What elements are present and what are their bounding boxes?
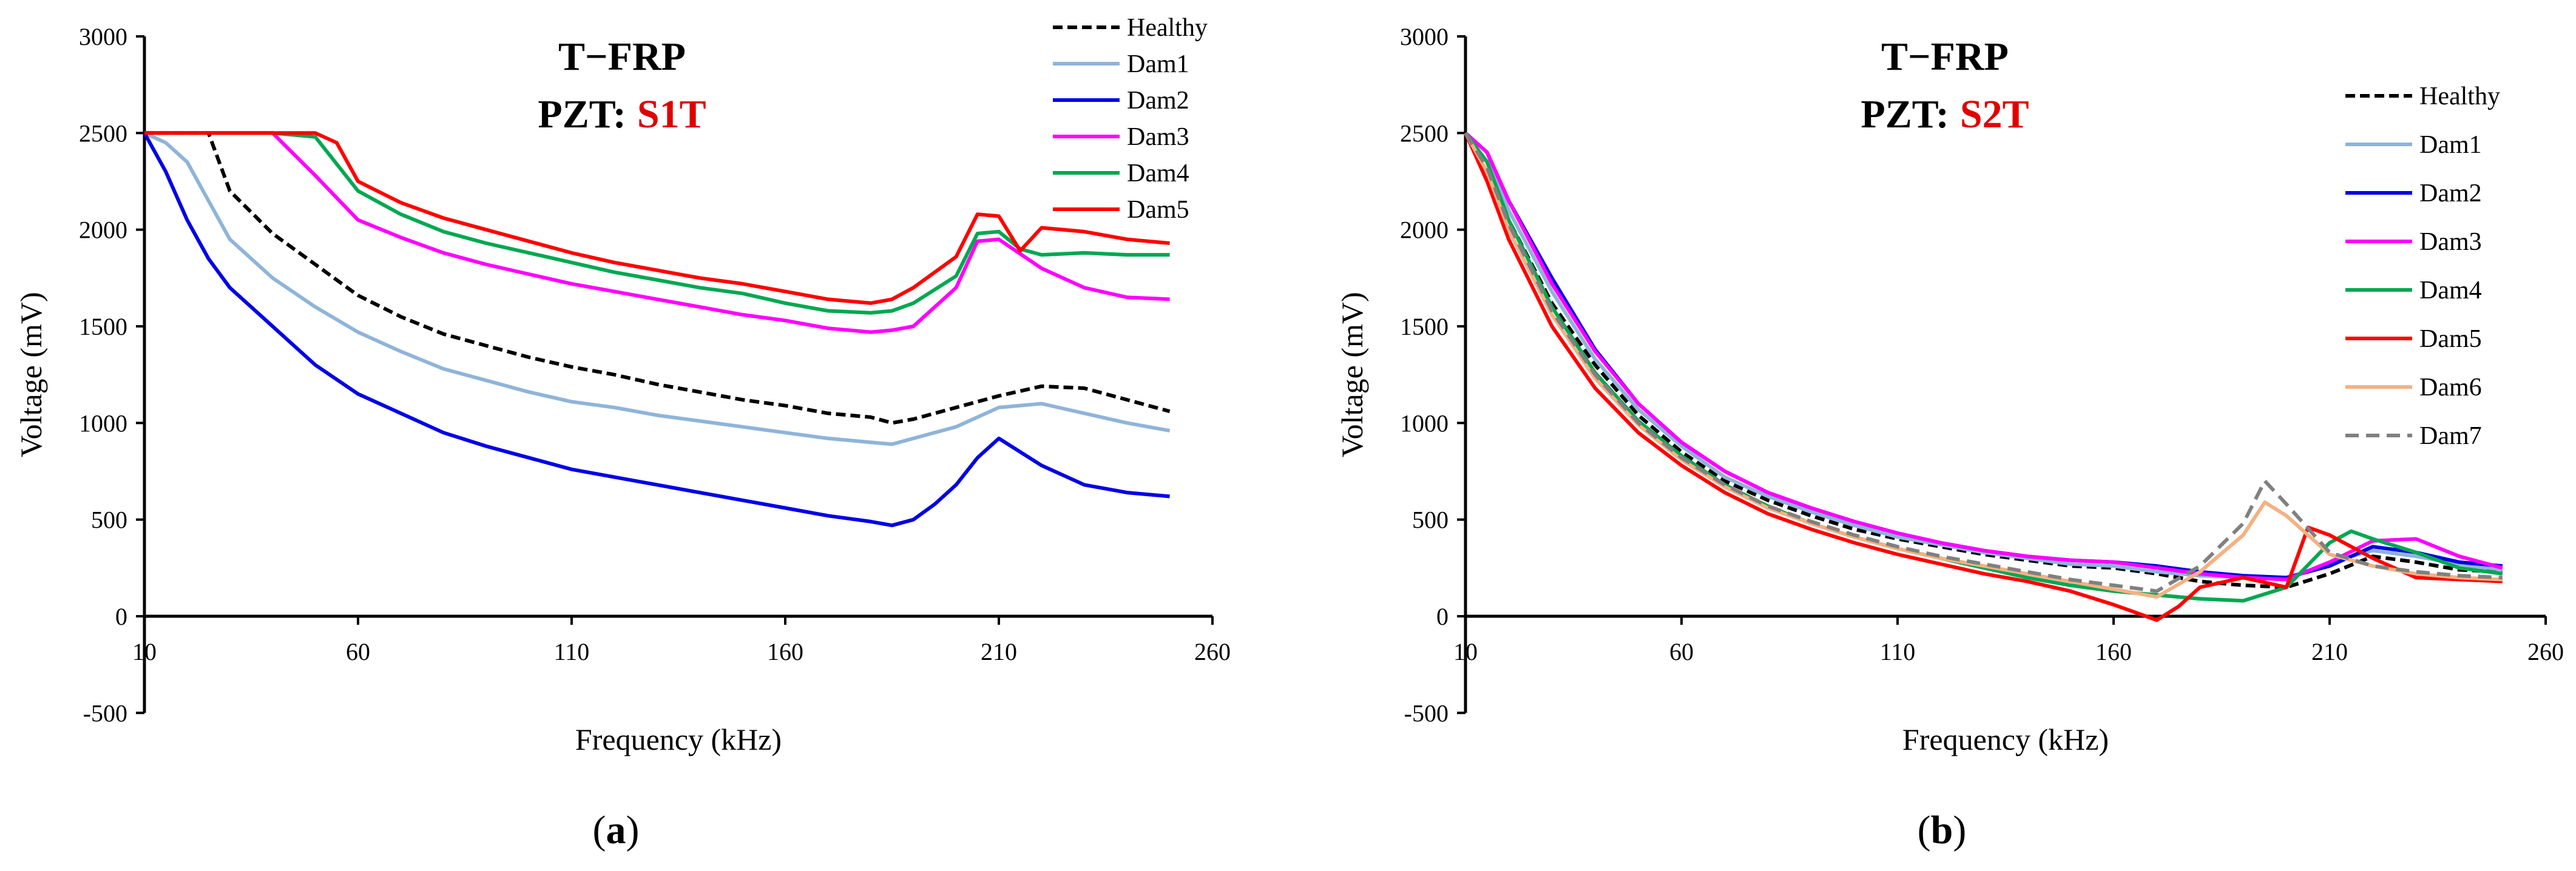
legend-label-dam4: Dam4 — [2419, 277, 2482, 304]
legend-label-healthy: Healthy — [1127, 14, 1208, 42]
y-tick-label: 3000 — [1400, 23, 1449, 50]
legend-label-dam4: Dam4 — [1127, 160, 1189, 187]
panel-label-close-paren: ) — [626, 808, 640, 852]
series-line-dam6 — [1464, 132, 2503, 599]
y-tick-label: 3000 — [79, 23, 127, 50]
series-line-dam7 — [1464, 132, 2503, 593]
x-tick-label: 260 — [1194, 638, 1231, 665]
legend-label-dam1: Dam1 — [2419, 131, 2482, 159]
pzt-line: PZT: S1T — [538, 92, 706, 136]
pzt-prefix: PZT: — [538, 92, 626, 136]
legend-label-dam3: Dam3 — [1127, 123, 1189, 151]
x-tick-label: 210 — [981, 638, 1017, 665]
y-tick-label: 2000 — [1400, 217, 1449, 244]
x-tick-label: 160 — [2095, 638, 2132, 665]
series-line-dam1 — [1464, 132, 2503, 582]
y-tick-label: 2500 — [79, 119, 127, 147]
series-line-dam4 — [1464, 132, 2503, 603]
panel-label-letter: b — [1931, 808, 1953, 852]
legend-label-dam5: Dam5 — [2419, 325, 2482, 353]
series-line-dam3 — [144, 131, 1170, 334]
panel-a: -500 0 500 1000 1500 2000 2500 3000 10 60 110 160 21… — [14, 14, 1231, 852]
series-line-dam2 — [143, 132, 1170, 528]
y-tick-label: 1500 — [79, 313, 127, 340]
legend-label-dam1: Dam1 — [1127, 50, 1189, 78]
pzt-line: PZT: S2T — [1861, 92, 2029, 136]
x-tick-label: 10 — [1453, 638, 1478, 665]
y-tick-label: 500 — [1412, 506, 1449, 534]
y-tick-label: 0 — [115, 603, 127, 630]
legend-label-dam3: Dam3 — [2419, 228, 2482, 256]
legend-label-healthy: Healthy — [2419, 82, 2500, 110]
y-tick-label: 500 — [91, 506, 127, 534]
legend-label-dam2: Dam2 — [2419, 180, 2482, 207]
series-line-healthy — [144, 131, 1171, 425]
legend-label-dam2: Dam2 — [1127, 87, 1189, 115]
pzt-sensor: S1T — [637, 92, 706, 136]
y-tick-label: 1000 — [79, 409, 127, 437]
series-line-dam5 — [1464, 132, 2503, 622]
y-tick-label: -500 — [83, 699, 127, 727]
series-line-dam3 — [1464, 132, 2503, 582]
panel-label-letter: a — [606, 808, 626, 852]
y-tick-label: -500 — [1404, 699, 1449, 727]
pzt-sensor: S2T — [1960, 92, 2029, 136]
panel-label-open-paren: ( — [1918, 808, 1931, 852]
x-tick-label: 110 — [554, 638, 590, 665]
x-tick-label: 210 — [2311, 638, 2348, 665]
x-axis-label: Frequency (kHz) — [575, 722, 782, 756]
x-tick-label: 110 — [1880, 638, 1916, 665]
chart-title: T−FRP — [558, 35, 686, 79]
x-tick-label: 60 — [1669, 638, 1694, 665]
series-line-dam5 — [144, 131, 1170, 305]
series-line-healthy — [1464, 132, 2503, 590]
y-axis-label: Voltage (mV) — [1335, 292, 1369, 457]
x-tick-label: 60 — [346, 638, 370, 665]
y-tick-label: 1500 — [1400, 313, 1449, 340]
legend-label-dam6: Dam6 — [2419, 374, 2482, 402]
pzt-prefix: PZT: — [1861, 92, 1949, 136]
x-tick-label: 10 — [132, 638, 157, 665]
chart-title: T−FRP — [1881, 35, 2009, 79]
series-line-dam1 — [143, 131, 1171, 446]
series-line-dam2 — [1464, 132, 2503, 580]
y-tick-label: 2000 — [79, 217, 127, 244]
x-tick-label: 260 — [2527, 638, 2564, 665]
y-tick-label: 1000 — [1400, 409, 1449, 437]
series-line-dam4 — [144, 131, 1170, 315]
x-axis-label: Frequency (kHz) — [1902, 722, 2109, 756]
panel-label: (b) — [1918, 808, 1967, 852]
panel-label: (a) — [593, 808, 640, 852]
panel-label-open-paren: ( — [593, 808, 606, 852]
y-tick-label: 0 — [1436, 603, 1449, 630]
panel-label-close-paren: ) — [1953, 808, 1966, 852]
legend-label-dam7: Dam7 — [2419, 422, 2482, 450]
x-tick-label: 160 — [767, 638, 803, 665]
panel-b: -500 0 500 1000 1500 2000 2500 3000 10 60 110 160 21… — [1335, 23, 2564, 852]
y-axis-label: Voltage (mV) — [14, 292, 48, 457]
legend-label-dam5: Dam5 — [1127, 196, 1189, 224]
y-tick-label: 2500 — [1400, 119, 1449, 147]
